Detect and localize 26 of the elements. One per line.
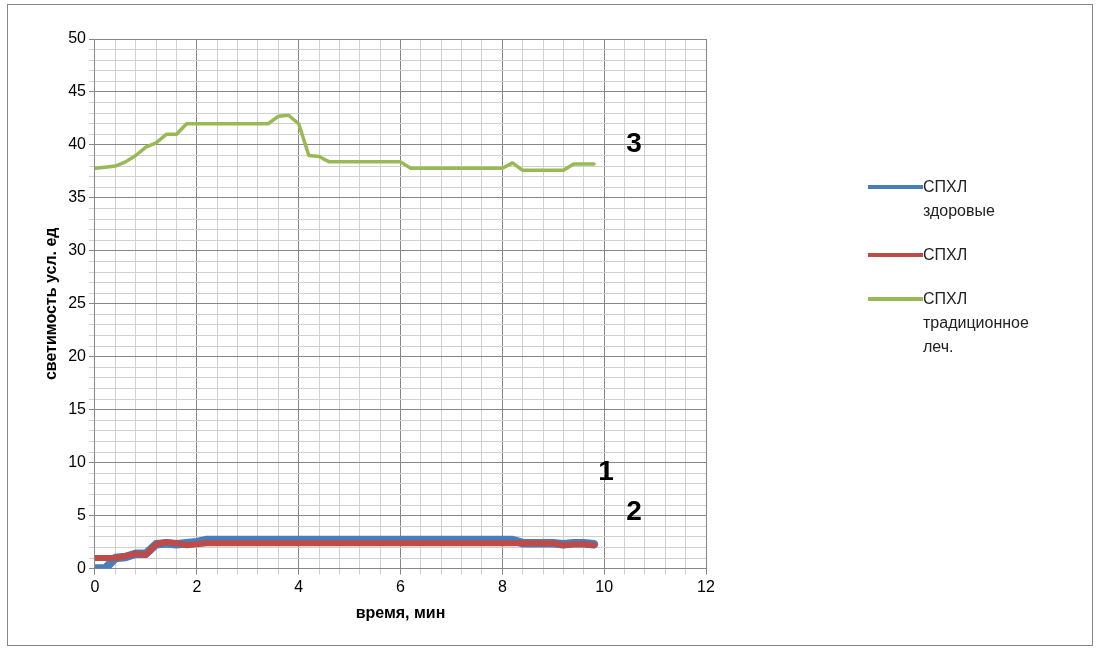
y-tick-label: 15 bbox=[68, 400, 87, 418]
x-axis-title: время, мин bbox=[355, 603, 446, 621]
y-axis-title: светимость усл. ед bbox=[42, 227, 60, 381]
legend-label: СПХЛ здоровые bbox=[923, 177, 996, 221]
x-tick-label: 4 bbox=[294, 577, 304, 595]
y-tick-label: 10 bbox=[68, 453, 87, 471]
legend-label: СПХЛ традиционное леч. bbox=[923, 289, 1029, 357]
y-tick-label: 30 bbox=[68, 241, 87, 259]
y-tick-label: 50 bbox=[68, 29, 87, 47]
annotation: 3 bbox=[626, 126, 642, 158]
annotation: 1 bbox=[598, 454, 614, 486]
x-tick-label: 0 bbox=[90, 577, 100, 595]
legend-label: СПХЛ bbox=[923, 245, 968, 265]
x-tick-label: 2 bbox=[192, 577, 202, 595]
x-tick-label: 12 bbox=[697, 577, 715, 595]
y-tick-label: 40 bbox=[68, 135, 87, 153]
y-tick-label: 0 bbox=[77, 559, 87, 577]
y-tick-label: 5 bbox=[77, 506, 87, 524]
y-tick-label: 25 bbox=[68, 294, 87, 312]
y-tick-label: 20 bbox=[68, 347, 87, 365]
x-tick-label: 8 bbox=[497, 577, 507, 595]
y-tick-label: 35 bbox=[68, 188, 87, 206]
x-tick-label: 10 bbox=[595, 577, 614, 595]
annotation: 2 bbox=[626, 495, 642, 527]
x-tick-label: 6 bbox=[396, 577, 406, 595]
y-tick-label: 45 bbox=[68, 82, 87, 100]
